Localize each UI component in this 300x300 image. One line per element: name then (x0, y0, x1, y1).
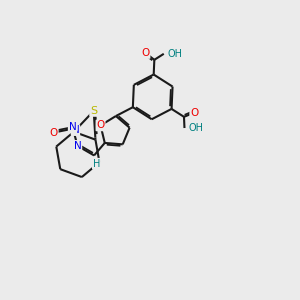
Text: O: O (141, 48, 150, 58)
Text: OH: OH (167, 49, 182, 59)
Text: OH: OH (188, 123, 203, 133)
Text: S: S (90, 106, 97, 116)
Text: N: N (72, 125, 79, 135)
Text: O: O (50, 128, 58, 138)
Text: N: N (74, 141, 81, 151)
Text: H: H (93, 159, 100, 169)
Text: N: N (69, 122, 76, 132)
Text: O: O (190, 108, 199, 118)
Text: O: O (96, 120, 105, 130)
